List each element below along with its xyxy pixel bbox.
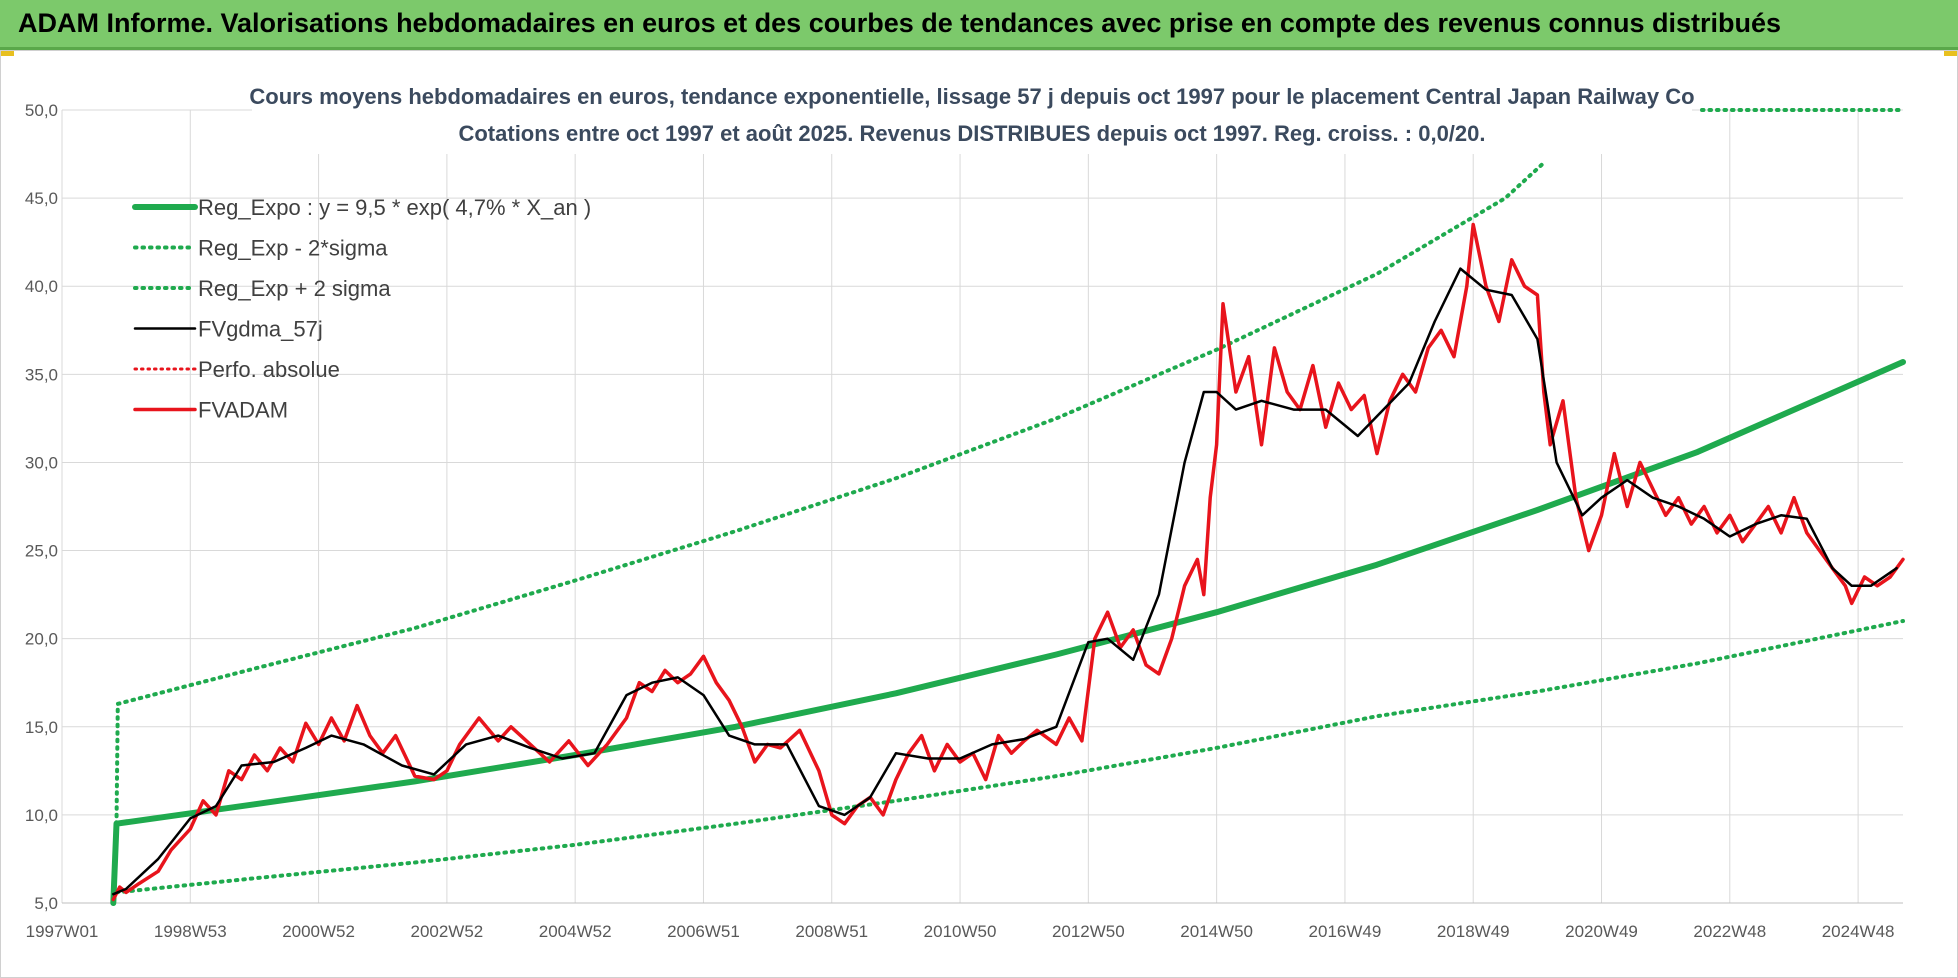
x-tick-label: 1998W53 [154,922,227,941]
report-banner: ADAM Informe. Valorisations hebdomadaire… [0,0,1958,50]
x-tick-label: 2014W50 [1180,922,1253,941]
y-tick-label: 40,0 [25,277,58,296]
banner-title: ADAM Informe. Valorisations hebdomadaire… [18,8,1782,38]
x-tick-label: 2016W49 [1309,922,1382,941]
corner-marker-right [1944,50,1958,56]
chart-legend: Reg_Expo : y = 9,5 * exp( 4,7% * X_an ) R… [132,195,591,423]
y-tick-label: 30,0 [25,453,58,472]
series-line-2 [114,160,1546,826]
chart-title-line1: Cours moyens hebdomadaires en euros, ten… [249,84,1694,109]
chart-titles: Cours moyens hebdomadaires en euros, ten… [249,78,1695,154]
x-tick-label: 2000W52 [282,922,355,941]
x-tick-label: 2006W51 [667,922,740,941]
x-tick-label: 2002W52 [410,922,483,941]
y-tick-label: 45,0 [25,189,58,208]
x-tick-label: 2012W50 [1052,922,1125,941]
x-tick-label: 2008W51 [795,922,868,941]
legend-label: Reg_Expo : y = 9,5 * exp( 4,7% * X_an ) [198,195,591,220]
series-line-1 [114,619,1905,895]
y-tick-label: 10,0 [25,806,58,825]
y-tick-label: 25,0 [25,542,58,561]
legend-label: Reg_Exp - 2*sigma [198,236,388,261]
x-tick-label: 1997W01 [26,922,99,941]
x-tick-label: 2018W49 [1437,922,1510,941]
y-tick-label: 15,0 [25,718,58,737]
x-tick-label: 2024W48 [1822,922,1895,941]
x-tick-label: 2010W50 [924,922,997,941]
chart-series [110,108,1906,906]
chart-title-line2: Cotations entre oct 1997 et août 2025. R… [458,121,1485,146]
y-tick-label: 5,0 [34,894,58,913]
chart-axes: 5,0 10,0 15,0 20,0 25,0 30,0 35,0 40,0 45,0 50,0 1… [25,101,1903,941]
y-tick-label: 50,0 [25,101,58,120]
series-line-5 [111,222,1905,902]
series-line-3 [112,267,1898,896]
y-tick-label: 35,0 [25,365,58,384]
y-tick-label: 20,0 [25,630,58,649]
series-line-0 [110,359,1906,906]
x-tick-label: 2004W52 [539,922,612,941]
x-tick-label: 2020W49 [1565,922,1638,941]
corner-marker-left [0,50,14,56]
title-background [252,78,1692,154]
legend-label: Reg_Exp + 2 sigma [198,276,391,301]
x-tick-label: 2022W48 [1693,922,1766,941]
legend-label: FVgdma_57j [198,317,323,342]
legend-label: FVADAM [198,398,288,423]
legend-label: Perfo. absolue [198,357,340,382]
